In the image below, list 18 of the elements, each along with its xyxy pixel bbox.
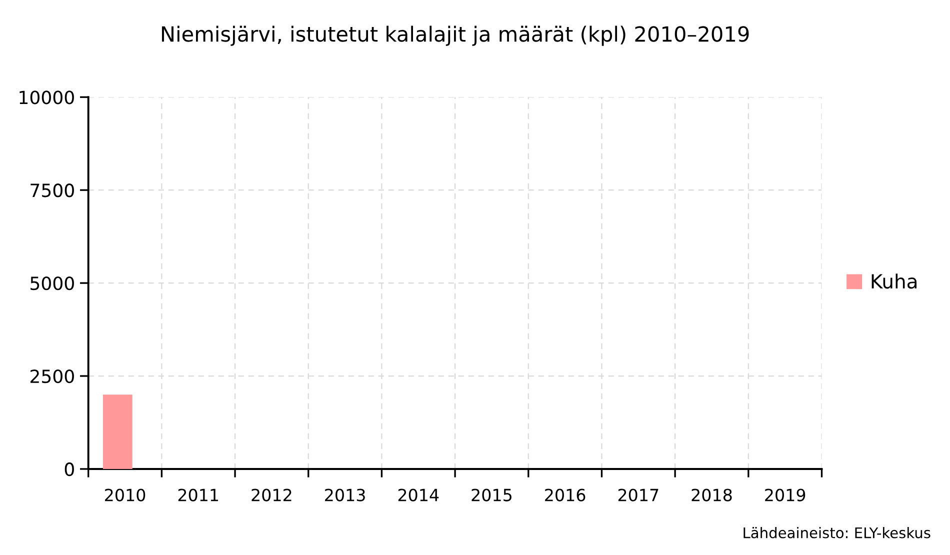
x-tick-label: 2018	[692, 488, 732, 502]
y-tick-label: 0	[64, 462, 74, 476]
x-tick-label: 2016	[545, 488, 586, 502]
x-tick-label: 2010	[105, 488, 146, 502]
y-tick-label: 10000	[20, 90, 74, 104]
x-tick-label: 2019	[765, 488, 806, 502]
x-tick-label: 2013	[325, 488, 365, 502]
y-tick-label: 7500	[30, 184, 74, 198]
x-tick-label: 2012	[252, 488, 292, 502]
text: Lähdeaineisto: ELY-keskus	[744, 527, 930, 538]
x-tick-label: 2014	[398, 488, 439, 502]
chart-title: Niemisjärvi, istutetut kalalajit ja määrät (kpl) 2010–2019	[162, 26, 749, 46]
y-tick-label: 2500	[30, 369, 74, 384]
x-tick-label: 2017	[618, 488, 658, 502]
legend-label: Kuha	[872, 274, 916, 289]
x-tick-label: 2011	[178, 488, 218, 502]
y-tick-label: 5000	[30, 276, 74, 290]
x-tick-label: 2015	[472, 488, 512, 502]
